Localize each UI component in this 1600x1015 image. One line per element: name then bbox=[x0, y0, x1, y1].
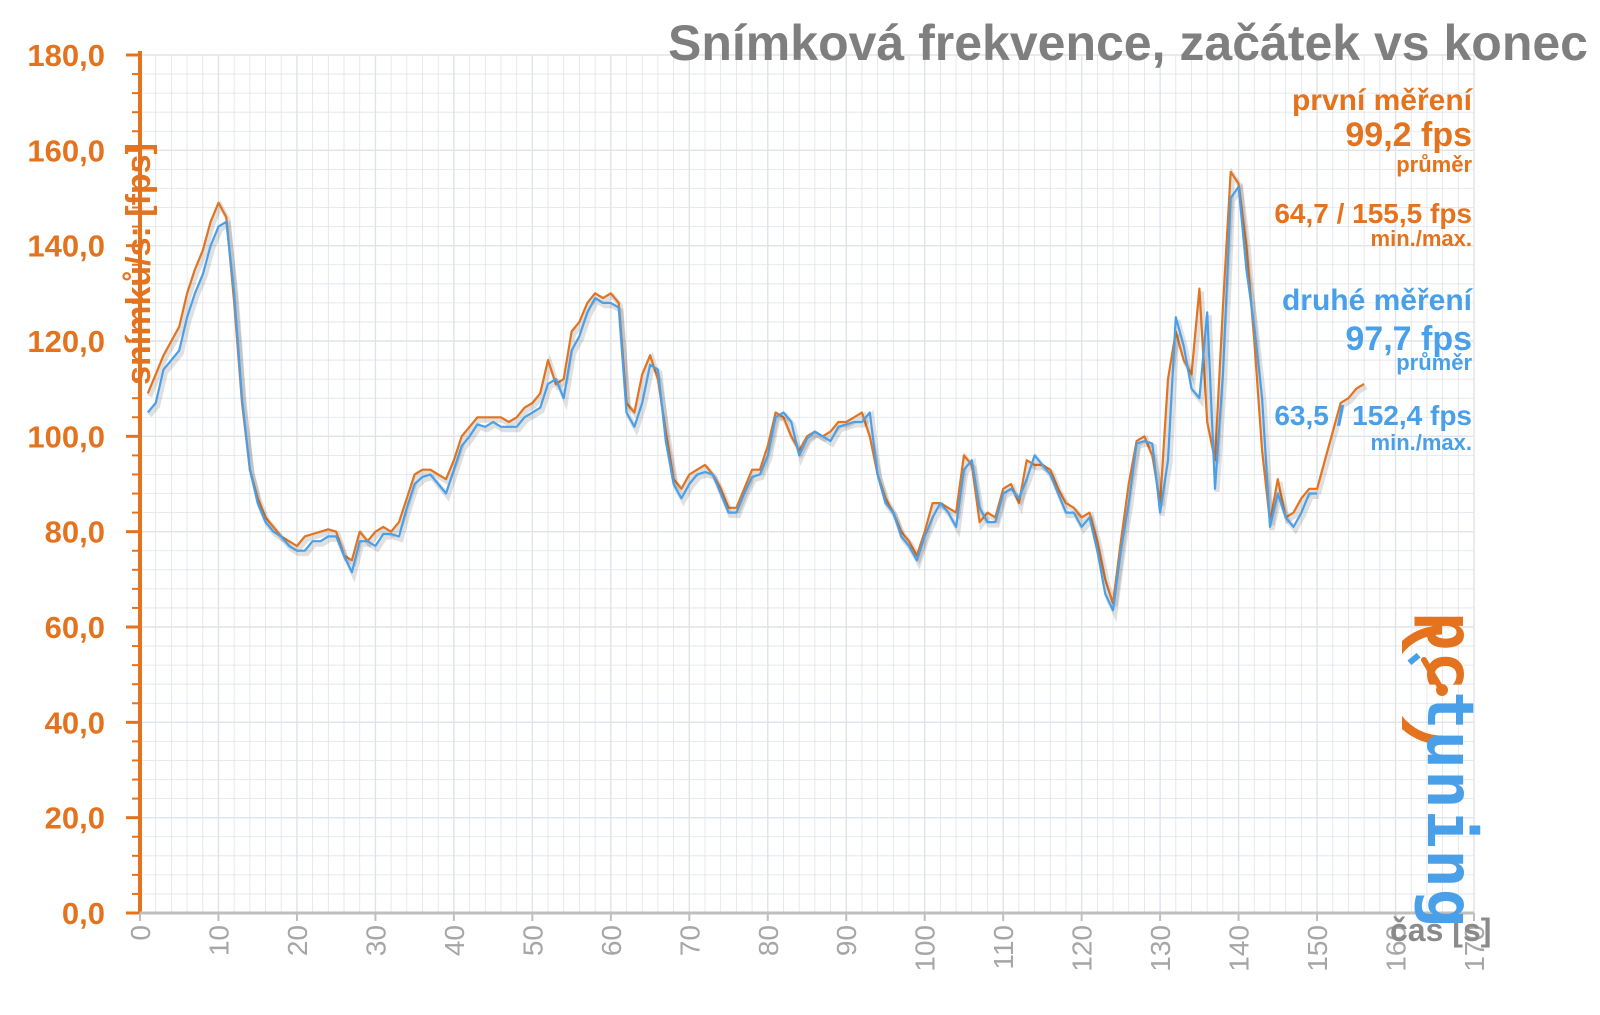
x-tick-label: 120 bbox=[1067, 925, 1098, 972]
legend-second-minmax-label: min./max. bbox=[1370, 430, 1472, 455]
y-tick-label: 40,0 bbox=[45, 705, 105, 740]
x-tick-label: 160 bbox=[1381, 925, 1412, 972]
x-tick-label: 50 bbox=[517, 925, 548, 956]
legend-first-minmax: 64,7 / 155,5 fps bbox=[1274, 198, 1472, 229]
pctuning-logo-icon bbox=[1402, 625, 1448, 745]
legend-second-minmax: 63,5 / 152,4 fps bbox=[1274, 400, 1472, 431]
chart-title: Snímková frekvence, začátek vs konec bbox=[668, 15, 1588, 71]
y-tick-label: 120,0 bbox=[27, 324, 105, 359]
legend-first-average-label: průměr bbox=[1396, 152, 1472, 177]
legend-first-average: 99,2 fps bbox=[1345, 116, 1472, 154]
logo-wordmark: pctuning bbox=[1412, 612, 1486, 929]
legend-second-average: 97,7 fps bbox=[1345, 320, 1472, 358]
x-tick-label: 130 bbox=[1145, 925, 1176, 972]
y-tick-label: 100,0 bbox=[27, 419, 105, 454]
x-tick-label: 150 bbox=[1302, 925, 1333, 972]
y-tick-label: 180,0 bbox=[27, 38, 105, 73]
x-tick-label: 90 bbox=[831, 925, 862, 956]
x-tick-label: 20 bbox=[282, 925, 313, 956]
x-tick-label: 70 bbox=[674, 925, 705, 956]
series-shadow bbox=[147, 182, 1320, 623]
x-tick-label: 140 bbox=[1224, 925, 1255, 972]
y-tick-label: 60,0 bbox=[45, 610, 105, 645]
x-tick-label: 80 bbox=[753, 925, 784, 956]
y-tick-label: 140,0 bbox=[27, 229, 105, 264]
y-tick-label: 80,0 bbox=[45, 515, 105, 550]
x-tick-label: 30 bbox=[360, 925, 391, 956]
x-axis-label: čas [s] bbox=[1390, 912, 1492, 948]
legend-first-minmax-label: min./max. bbox=[1370, 226, 1472, 251]
x-tick-label: 60 bbox=[596, 925, 627, 956]
y-tick-label: 0,0 bbox=[62, 896, 105, 931]
legend-second-name: druhé měření bbox=[1281, 284, 1472, 317]
x-tick-label: 110 bbox=[988, 925, 1019, 970]
legend-first-name: první měření bbox=[1291, 84, 1472, 117]
y-tick-label: 160,0 bbox=[27, 133, 105, 168]
legend-second-average-label: průměr bbox=[1396, 350, 1472, 375]
x-tick-label: 100 bbox=[910, 925, 941, 972]
x-tick-label: 40 bbox=[439, 925, 470, 956]
x-tick-label: 0 bbox=[125, 925, 156, 941]
y-axis-label: snímků/s: [fps] bbox=[120, 143, 158, 385]
series-line-first bbox=[146, 170, 1365, 605]
x-tick-label: 170 bbox=[1459, 925, 1490, 972]
series-line-second bbox=[146, 185, 1318, 612]
y-tick-label: 20,0 bbox=[45, 801, 105, 836]
x-tick-label: 10 bbox=[203, 925, 234, 956]
